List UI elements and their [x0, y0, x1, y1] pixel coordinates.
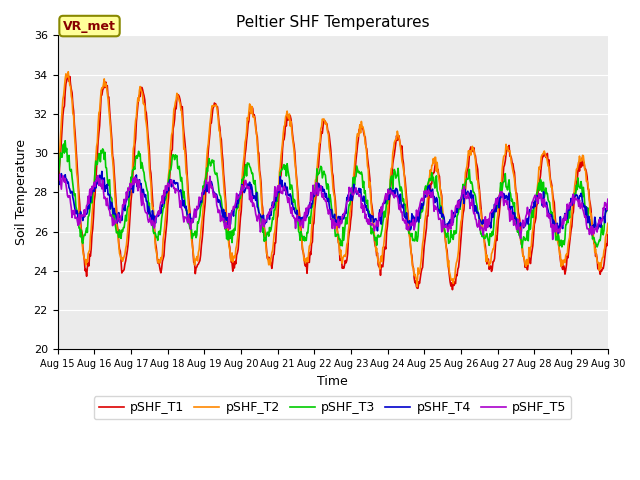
pSHF_T2: [417, 259, 425, 264]
Line: pSHF_T2: pSHF_T2: [58, 72, 608, 287]
pSHF_T2: [65, 69, 72, 74]
pSHF_T1: [65, 73, 72, 79]
pSHF_T3: [417, 215, 424, 221]
pSHF_T5: [206, 173, 214, 179]
pSHF_T3: [65, 155, 72, 161]
pSHF_T4: [417, 206, 424, 212]
Line: pSHF_T3: pSHF_T3: [58, 141, 608, 248]
pSHF_T4: [63, 180, 71, 186]
pSHF_T1: [54, 201, 61, 206]
Title: Peltier SHF Temperatures: Peltier SHF Temperatures: [236, 15, 429, 30]
Line: pSHF_T1: pSHF_T1: [58, 76, 608, 289]
pSHF_T2: [177, 106, 184, 111]
pSHF_T3: [401, 202, 408, 208]
X-axis label: Time: Time: [317, 374, 348, 387]
pSHF_T1: [206, 131, 214, 137]
pSHF_T4: [121, 208, 129, 214]
pSHF_T5: [177, 198, 184, 204]
pSHF_T4: [98, 168, 106, 174]
pSHF_T4: [554, 230, 562, 236]
pSHF_T5: [604, 196, 612, 202]
pSHF_T4: [206, 179, 214, 185]
pSHF_T3: [54, 178, 61, 183]
pSHF_T5: [121, 201, 129, 207]
pSHF_T1: [604, 232, 612, 238]
pSHF_T1: [121, 261, 129, 267]
pSHF_T5: [54, 182, 61, 188]
pSHF_T5: [549, 237, 557, 242]
pSHF_T1: [417, 275, 424, 281]
Line: pSHF_T4: pSHF_T4: [58, 171, 608, 233]
pSHF_T4: [604, 200, 612, 205]
Legend: pSHF_T1, pSHF_T2, pSHF_T3, pSHF_T4, pSHF_T5: pSHF_T1, pSHF_T2, pSHF_T3, pSHF_T4, pSHF…: [94, 396, 572, 420]
pSHF_T3: [206, 160, 214, 166]
pSHF_T4: [401, 213, 408, 219]
pSHF_T5: [401, 218, 408, 224]
Line: pSHF_T5: pSHF_T5: [58, 174, 608, 240]
pSHF_T2: [206, 122, 214, 128]
pSHF_T2: [63, 73, 71, 79]
pSHF_T3: [121, 219, 129, 225]
pSHF_T4: [177, 187, 184, 192]
pSHF_T1: [177, 101, 184, 107]
pSHF_T2: [604, 220, 612, 226]
pSHF_T3: [177, 178, 184, 184]
pSHF_T4: [54, 183, 61, 189]
pSHF_T2: [121, 252, 129, 257]
Text: VR_met: VR_met: [63, 20, 116, 33]
pSHF_T5: [417, 200, 424, 205]
Y-axis label: Soil Temperature: Soil Temperature: [15, 139, 28, 245]
pSHF_T1: [63, 74, 71, 80]
pSHF_T2: [54, 175, 61, 180]
pSHF_T3: [604, 205, 612, 211]
pSHF_T1: [401, 171, 408, 177]
pSHF_T5: [65, 194, 72, 200]
pSHF_T1: [449, 287, 456, 292]
pSHF_T5: [56, 171, 63, 177]
pSHF_T2: [401, 171, 408, 177]
pSHF_T2: [413, 284, 421, 289]
pSHF_T3: [61, 138, 69, 144]
pSHF_T3: [518, 245, 526, 251]
